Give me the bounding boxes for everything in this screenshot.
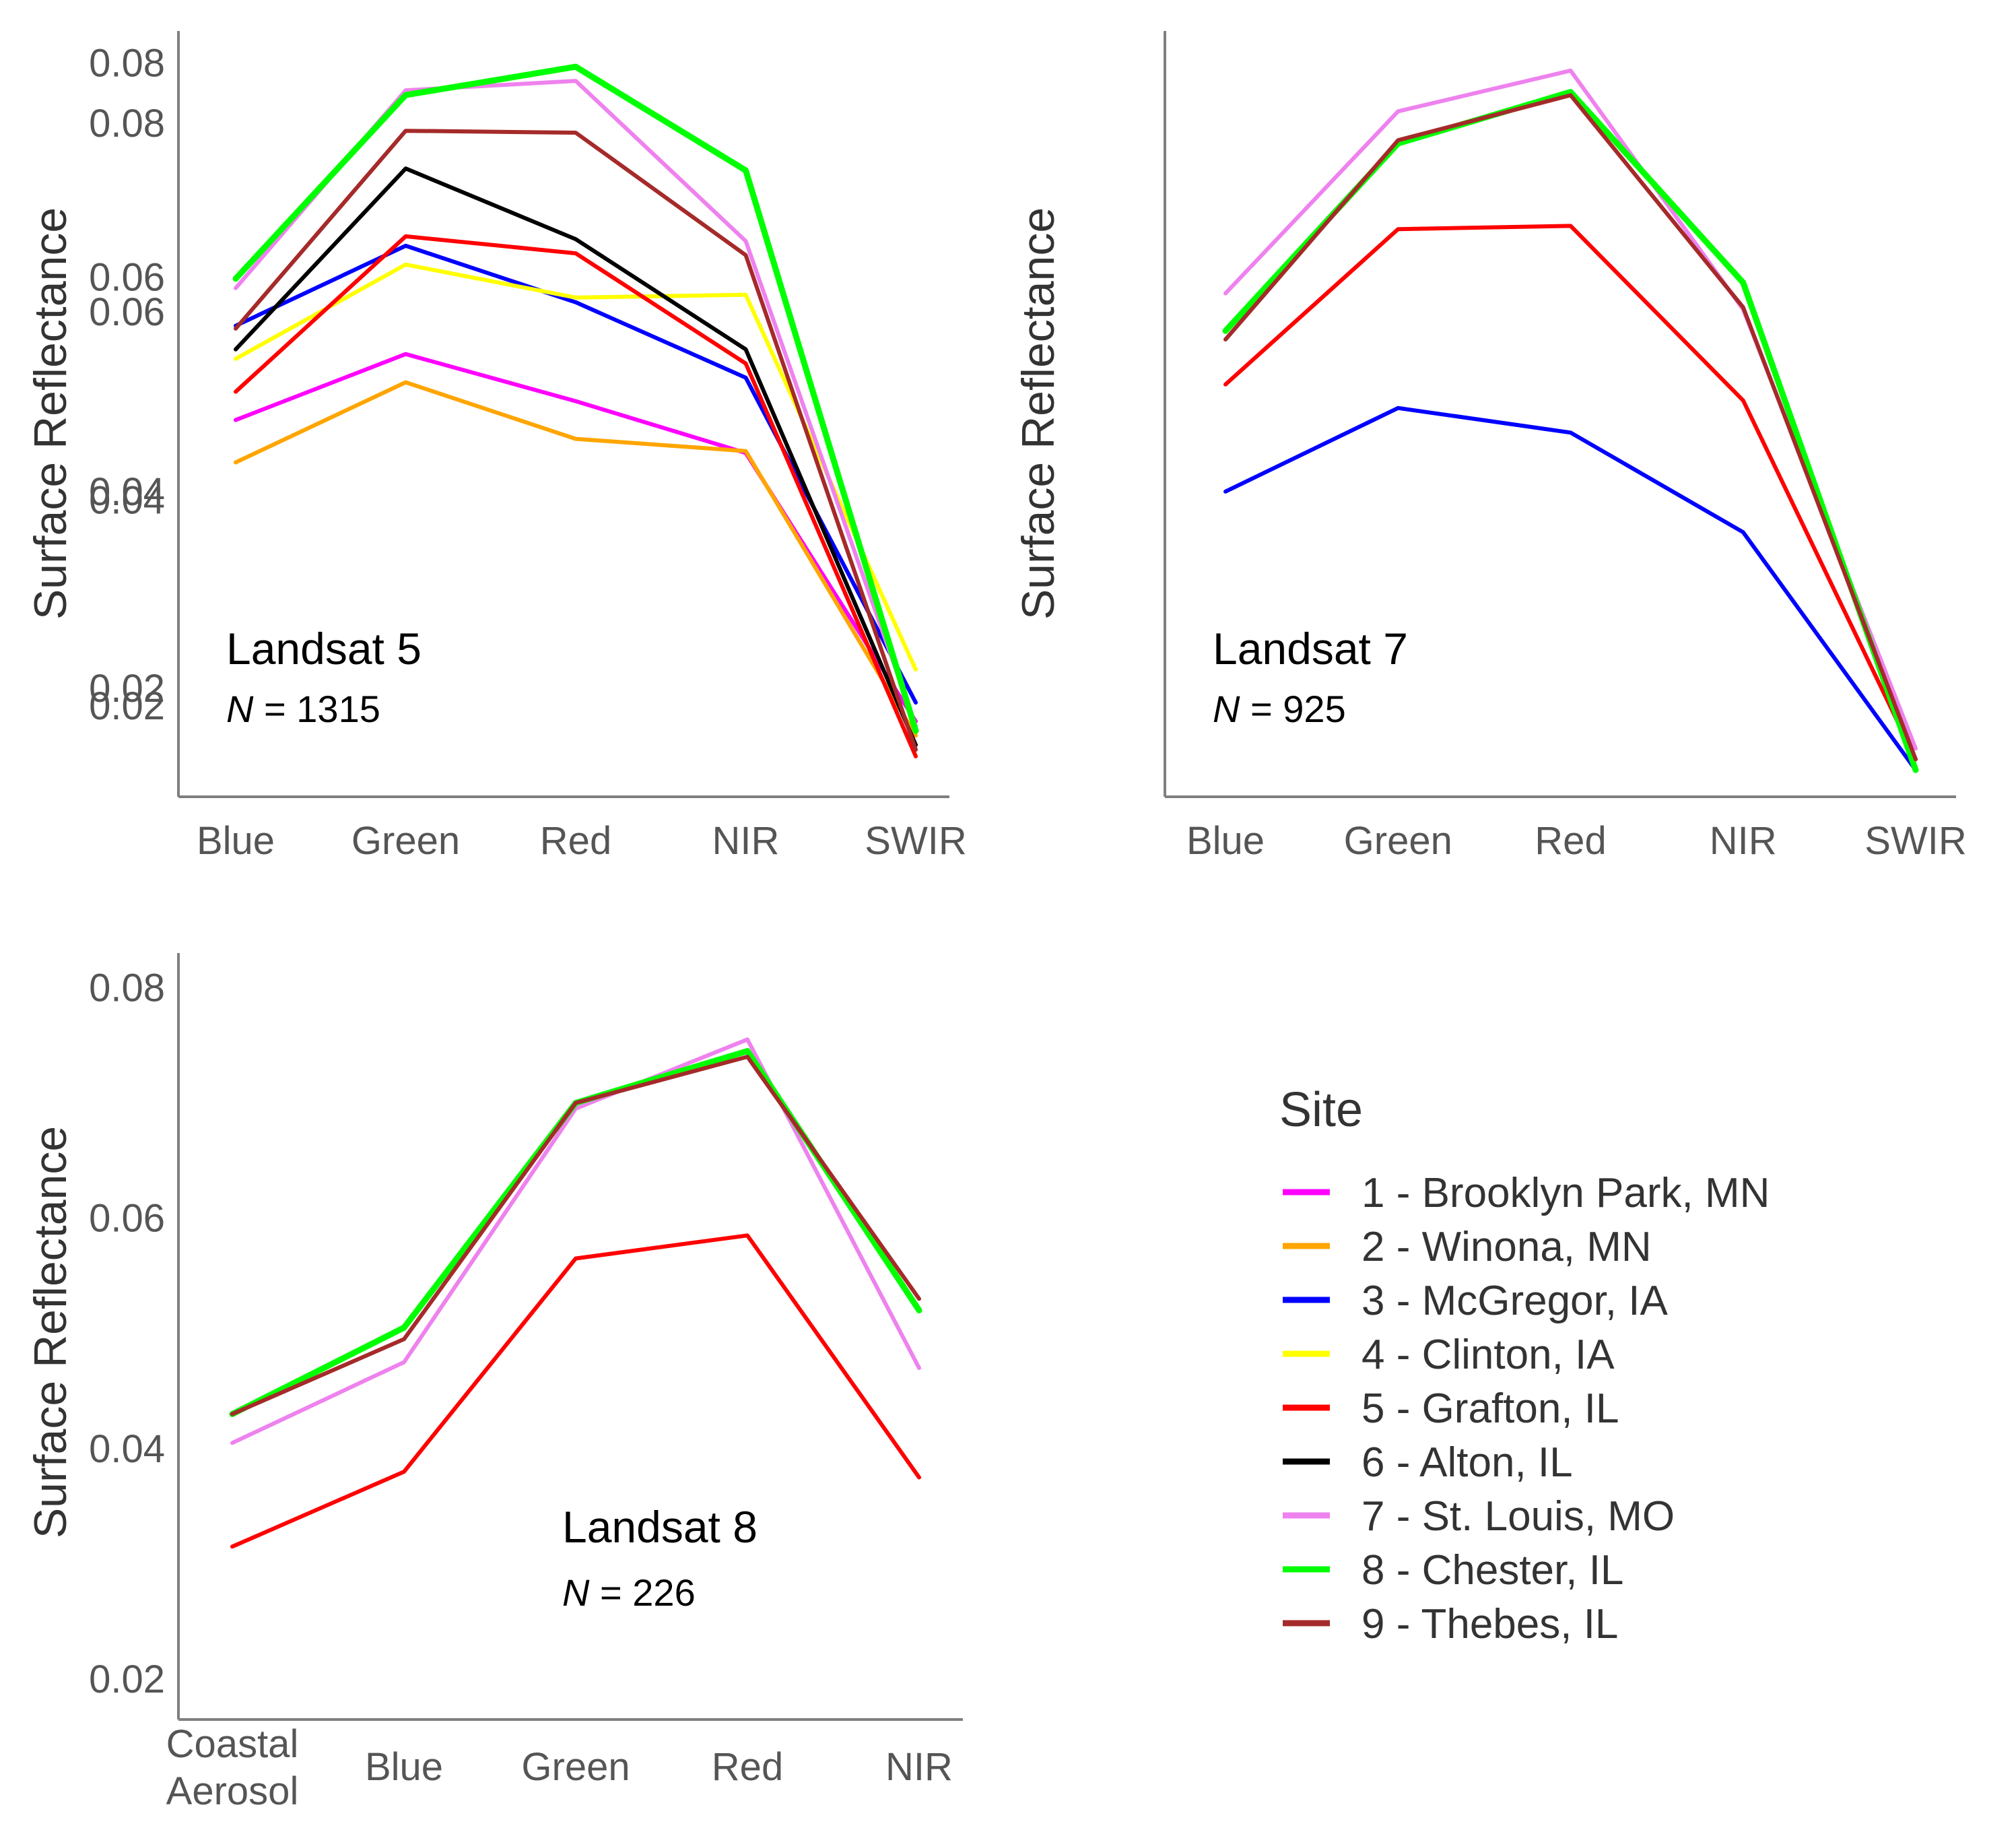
legend: Site 1 - Brooklyn Park, MN 2 - Winona, MN… <box>1279 1083 1770 1647</box>
series-line-8-chester-il <box>232 63 919 734</box>
y-tick-label: 0.02 <box>89 1658 165 1701</box>
x-tick-label: SWIR <box>1864 819 1966 863</box>
legend-title: Site <box>1279 1083 1363 1137</box>
y-tick-labels: 0.02 0.04 0.06 0.08 <box>89 42 165 728</box>
legend-label: 5 - Grafton, IL <box>1362 1385 1619 1432</box>
y-tick-label: 0.06 <box>89 290 165 334</box>
series-line-2-winona-mn <box>234 380 918 738</box>
sample-size-value: = 1315 <box>253 688 380 730</box>
sample-size-value: = 925 <box>1240 688 1345 730</box>
panel-landsat-5: 0.02 0.04 0.06 0.08 Blue Green Red NIR SWIR Sur… <box>25 31 967 863</box>
legend-item: 4 - Clinton, IA <box>1283 1332 1615 1378</box>
legend-label: 3 - McGregor, IA <box>1362 1278 1668 1324</box>
panel-title: Landsat 5 <box>226 624 422 674</box>
series-line-4-clinton-ia <box>234 262 918 672</box>
series-line-5-grafton-il <box>234 234 918 758</box>
series-line-9-thebes-il <box>1223 93 1918 762</box>
series-line-7-st-louis-mo <box>230 1037 921 1445</box>
legend-label: 4 - Clinton, IA <box>1362 1332 1615 1378</box>
x-tick-label: SWIR <box>865 819 966 863</box>
x-tick-labels: Coastal Aerosol Blue Green Red NIR <box>166 1722 953 1813</box>
sample-size-symbol: N <box>1213 688 1240 730</box>
panel-landsat-8: 0.02 0.04 0.06 0.08 Coastal Aerosol Blue Green… <box>25 953 963 1813</box>
legend-label: 8 - Chester, IL <box>1362 1547 1623 1594</box>
x-tick-label: NIR <box>712 819 780 863</box>
x-tick-label: NIR <box>1710 819 1777 863</box>
panel-landsat-7: 0.02 0.04 0.06 0.08 Blue Green Red NIR SWIR Sur… <box>89 31 1967 863</box>
y-tick-label: 0.04 <box>89 1427 165 1471</box>
series-line-9-thebes-il <box>230 1055 921 1416</box>
series-line-5-grafton-il <box>1223 224 1918 762</box>
x-tick-label: Red <box>1535 819 1606 863</box>
x-tick-labels: Blue Green Red NIR SWIR <box>197 819 967 863</box>
y-axis-title: Surface Reflectance <box>25 207 76 620</box>
legend-item: 6 - Alton, IL <box>1283 1439 1573 1486</box>
legend-item: 1 - Brooklyn Park, MN <box>1283 1170 1770 1216</box>
y-tick-label: 0.02 <box>89 667 165 711</box>
y-tick-label: 0.02 <box>89 684 165 728</box>
x-tick-label-line: Coastal <box>166 1722 299 1766</box>
x-tick-label: Coastal Aerosol <box>166 1722 299 1813</box>
series-line-3-mcgregor-ia <box>1223 405 1918 773</box>
legend-label: 6 - Alton, IL <box>1362 1439 1573 1486</box>
x-tick-label: NIR <box>885 1745 953 1789</box>
panel-title: Landsat 7 <box>1213 624 1408 674</box>
y-tick-label: 0.06 <box>89 1197 165 1241</box>
legend-item: 3 - McGregor, IA <box>1283 1278 1668 1324</box>
y-tick-labels: 0.02 0.04 0.06 0.08 <box>89 966 165 1701</box>
legend-item: 8 - Chester, IL <box>1283 1547 1623 1594</box>
legend-label: 7 - St. Louis, MO <box>1362 1493 1675 1540</box>
series-lines <box>232 63 919 758</box>
y-tick-label: 0.08 <box>89 42 165 86</box>
y-tick-label: 0.06 <box>89 256 165 300</box>
y-axis-title: Surface Reflectance <box>1013 207 1064 620</box>
series-lines <box>229 1037 922 1549</box>
x-tick-label: Blue <box>197 819 275 863</box>
legend-item: 7 - St. Louis, MO <box>1283 1493 1675 1540</box>
sample-size-symbol: N <box>226 688 254 730</box>
legend-item: 9 - Thebes, IL <box>1283 1601 1618 1647</box>
x-tick-label: Red <box>540 819 611 863</box>
legend-label: 1 - Brooklyn Park, MN <box>1362 1170 1770 1216</box>
y-tick-label: 0.08 <box>89 966 165 1010</box>
series-line-6-alton-il <box>234 166 918 748</box>
y-tick-label: 0.08 <box>89 102 165 145</box>
x-tick-labels: Blue Green Red NIR SWIR <box>1186 819 1967 863</box>
x-tick-label: Blue <box>1186 819 1265 863</box>
legend-item: 2 - Winona, MN <box>1283 1224 1652 1270</box>
y-tick-label: 0.04 <box>89 470 165 514</box>
series-lines <box>1222 68 1919 773</box>
sample-size: N = 226 <box>562 1571 696 1614</box>
x-tick-label-line: Aerosol <box>166 1769 299 1813</box>
legend-label: 2 - Winona, MN <box>1362 1224 1652 1270</box>
legend-items: 1 - Brooklyn Park, MN 2 - Winona, MN 3 - M… <box>1283 1170 1770 1647</box>
sample-size-symbol: N <box>562 1571 590 1614</box>
legend-label: 9 - Thebes, IL <box>1362 1601 1618 1647</box>
sample-size-value: = 226 <box>589 1571 695 1614</box>
x-tick-label: Blue <box>365 1745 443 1789</box>
x-tick-label: Red <box>712 1745 783 1789</box>
x-tick-label: Green <box>351 819 460 863</box>
y-tick-labels: 0.02 0.04 0.06 0.08 <box>89 102 165 711</box>
legend-item: 5 - Grafton, IL <box>1283 1385 1619 1432</box>
y-tick-label: 0.04 <box>89 478 165 522</box>
x-tick-label: Green <box>521 1745 630 1789</box>
x-tick-label: Green <box>1344 819 1452 863</box>
panel-title: Landsat 8 <box>562 1502 758 1552</box>
series-line-9-thebes-il <box>234 129 918 752</box>
series-line-5-grafton-il <box>230 1233 921 1549</box>
sample-size: N = 925 <box>1213 688 1346 730</box>
y-axis-title: Surface Reflectance <box>25 1126 76 1538</box>
sample-size: N = 1315 <box>226 688 380 730</box>
